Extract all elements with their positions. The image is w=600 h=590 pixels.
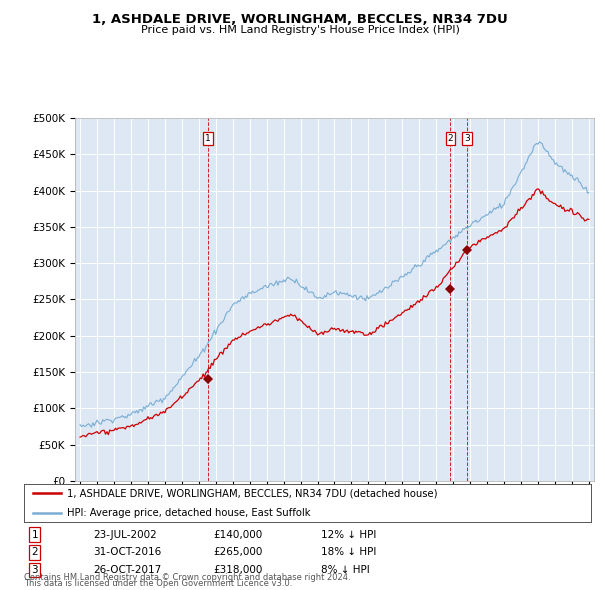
- Text: 3: 3: [31, 565, 38, 575]
- Text: This data is licensed under the Open Government Licence v3.0.: This data is licensed under the Open Gov…: [24, 579, 292, 588]
- Text: 3: 3: [464, 134, 470, 143]
- Text: 18% ↓ HPI: 18% ↓ HPI: [321, 548, 376, 557]
- Text: 1: 1: [31, 530, 38, 539]
- Text: 12% ↓ HPI: 12% ↓ HPI: [321, 530, 376, 539]
- Text: 2: 2: [31, 548, 38, 557]
- Text: 2: 2: [448, 134, 453, 143]
- Text: HPI: Average price, detached house, East Suffolk: HPI: Average price, detached house, East…: [67, 507, 310, 517]
- Text: £265,000: £265,000: [213, 548, 262, 557]
- Text: 1, ASHDALE DRIVE, WORLINGHAM, BECCLES, NR34 7DU: 1, ASHDALE DRIVE, WORLINGHAM, BECCLES, N…: [92, 13, 508, 26]
- Text: 8% ↓ HPI: 8% ↓ HPI: [321, 565, 370, 575]
- Text: 1, ASHDALE DRIVE, WORLINGHAM, BECCLES, NR34 7DU (detached house): 1, ASHDALE DRIVE, WORLINGHAM, BECCLES, N…: [67, 489, 437, 499]
- Text: £140,000: £140,000: [213, 530, 262, 539]
- Text: 23-JUL-2002: 23-JUL-2002: [93, 530, 157, 539]
- Text: 31-OCT-2016: 31-OCT-2016: [93, 548, 161, 557]
- Text: 26-OCT-2017: 26-OCT-2017: [93, 565, 161, 575]
- Text: 1: 1: [205, 134, 211, 143]
- Text: Price paid vs. HM Land Registry's House Price Index (HPI): Price paid vs. HM Land Registry's House …: [140, 25, 460, 35]
- Text: £318,000: £318,000: [213, 565, 262, 575]
- Text: Contains HM Land Registry data © Crown copyright and database right 2024.: Contains HM Land Registry data © Crown c…: [24, 573, 350, 582]
